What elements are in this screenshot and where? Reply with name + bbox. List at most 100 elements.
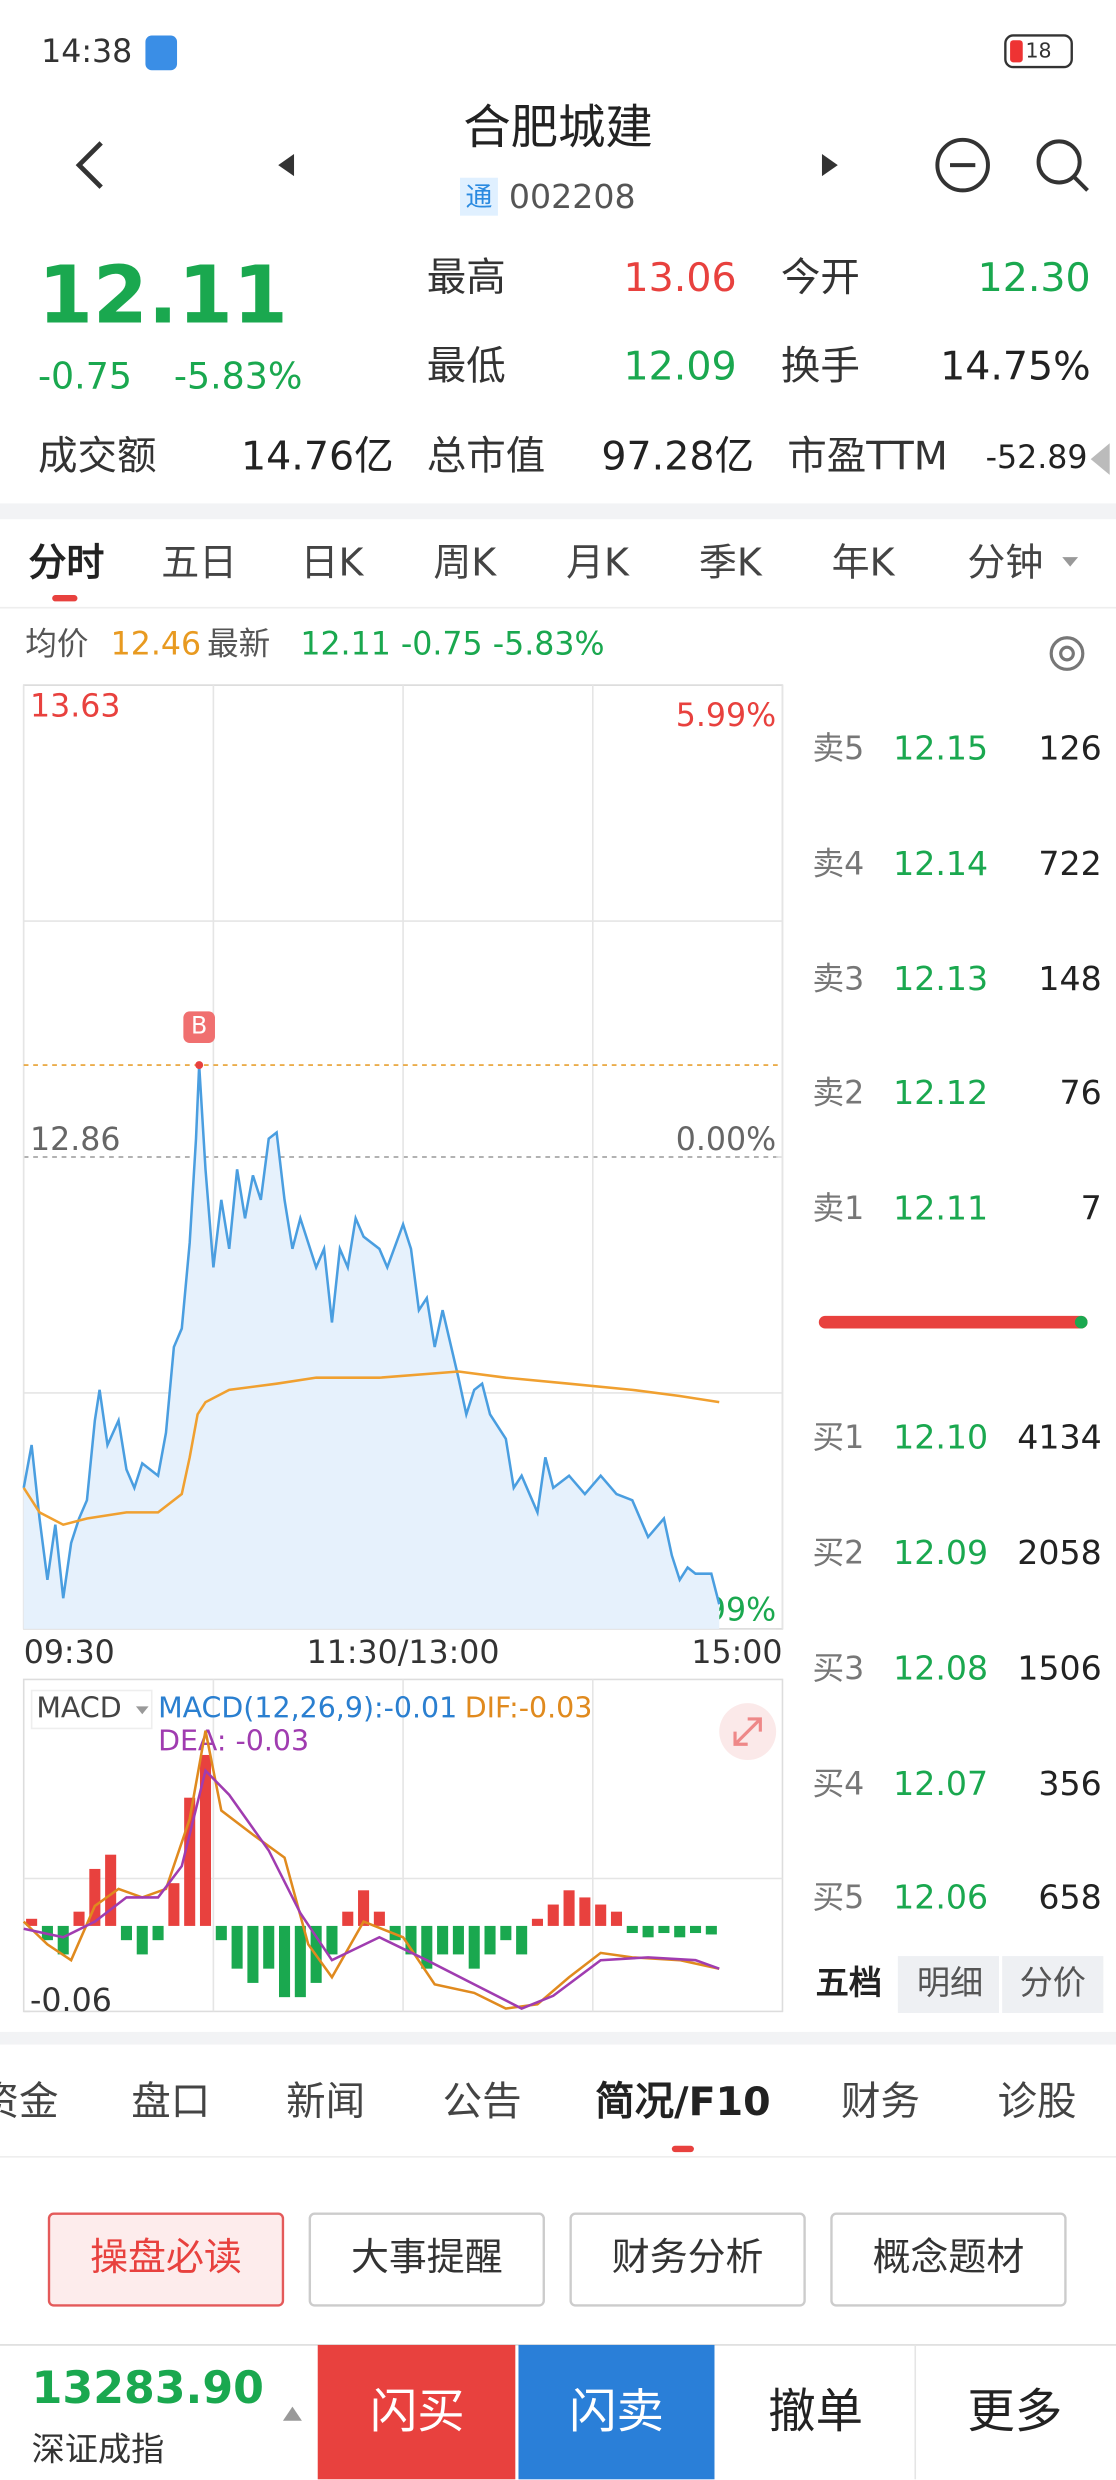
stock-tag: 通 [466,182,493,213]
order-label: 卖5 [812,731,864,767]
search-icon [1071,174,1089,192]
buy-marker [183,1011,215,1043]
order-price: 12.12 [893,1073,988,1112]
expand-icon [733,1717,762,1746]
macd-bar [26,1918,38,1926]
order-label: 买2 [812,1536,864,1572]
x-tick-label: 15:00 [691,1635,782,1671]
action-label: 撤单 [768,2384,863,2439]
info-tab[interactable]: 盘口 [131,2079,210,2125]
order-tab[interactable]: 分价 [1020,1963,1086,2002]
order-price: 12.15 [893,728,988,767]
period-tab[interactable]: 分时 [28,541,104,585]
info-tab[interactable]: 资金 [0,2079,58,2125]
macd-bar [468,1925,480,1969]
prev-stock[interactable] [278,154,295,177]
stat-value: 14.76亿 [241,434,394,480]
macd-bar [279,1925,291,1998]
macd-bar [105,1854,117,1926]
stat-value: 13.06 [624,255,737,301]
period-tab[interactable]: 五日 [161,541,237,585]
macd-bar [531,1918,543,1926]
period-tab[interactable]: 分钟 [967,541,1043,585]
flash-buy[interactable] [317,2344,516,2480]
dropdown-arrow [1062,557,1079,567]
indicator-legend: DIF:-0.03 [465,1691,593,1724]
stat-value: 14.75% [940,344,1091,390]
price-change-pct: -5.83% [174,354,303,397]
macd-bar [500,1925,512,1941]
index-toggle[interactable] [282,2406,302,2421]
stat-label: 换手 [781,344,860,390]
order-volume: 126 [1038,728,1101,767]
y-tick-label: 12.86 [30,1122,121,1158]
back-button[interactable] [75,141,103,189]
y2-tick-label: 0.00% [676,1122,776,1158]
search-button[interactable] [1036,139,1082,185]
order-label: 卖1 [812,1191,864,1227]
button[interactable] [308,2212,545,2307]
button-label: 财务分析 [612,2235,764,2279]
period-tab[interactable]: 日K [301,541,365,585]
settings-icon [1059,645,1075,662]
y2-tick-label: 5.99% [676,698,776,734]
info-tab[interactable]: 财务 [841,2079,920,2125]
order-label: 卖4 [812,846,864,882]
period-tab[interactable]: 月K [566,541,630,585]
indicator-line [22,1730,720,2010]
order-volume: 356 [1038,1764,1101,1803]
info-tab[interactable]: 简况/F10 [595,2079,770,2125]
period-tab[interactable]: 年K [832,541,896,585]
stat-value: 12.30 [978,255,1091,301]
info-tab[interactable]: 诊股 [997,2079,1076,2125]
macd-bar [452,1925,464,1955]
button[interactable] [569,2212,806,2307]
order-price: 12.08 [893,1648,988,1687]
index-name: 深证成指 [32,2429,165,2468]
macd-bar [136,1925,148,1955]
button[interactable] [830,2212,1067,2307]
settings-button[interactable] [1049,636,1085,671]
indicator-line [23,1768,720,2010]
order-label: 买4 [812,1766,864,1802]
order-volume: 2058 [1017,1533,1101,1572]
order-price: 12.09 [893,1533,988,1572]
macd-arrow [135,1706,149,1715]
order-tab[interactable]: 五档 [816,1963,882,2002]
order-label: 买1 [812,1420,864,1456]
macd-bar [437,1925,449,1955]
macd-bar [595,1904,607,1926]
flash-sell[interactable] [518,2344,715,2480]
order-label: 买3 [812,1651,864,1687]
macd-selector[interactable] [30,1689,153,1730]
avg-label: 均价 [25,627,88,663]
order-label: 卖2 [812,1076,864,1112]
stat-value: 97.28亿 [601,434,754,480]
latest-label: 最新 [207,627,270,663]
macd-bar [563,1890,575,1926]
button[interactable] [47,2212,285,2307]
info-tab[interactable]: 新闻 [286,2079,365,2125]
remove-watch[interactable] [935,137,990,193]
action-label: 闪买 [370,2384,465,2439]
macd-bar [215,1925,227,1941]
period-tab[interactable]: 季K [699,541,763,585]
order-volume: 722 [1038,844,1101,883]
avg-value: 12.46 [111,627,201,663]
avg-price-line [22,1370,720,1527]
battery-level [1010,40,1023,63]
macd-bar [89,1868,101,1926]
macd-bar [689,1925,702,1934]
period-tab[interactable]: 周K [433,541,497,585]
next-stock[interactable] [821,154,838,177]
info-tab[interactable]: 公告 [443,2079,522,2125]
separator [0,2031,1116,2045]
price-line [22,1065,721,1605]
corner-mark [1090,443,1110,475]
stat-value: -52.89 [986,440,1088,476]
macd-bar [247,1925,259,1983]
button-label: 操盘必读 [90,2235,242,2279]
order-volume: 1506 [1017,1648,1101,1687]
order-tab[interactable]: 明细 [917,1963,983,2002]
